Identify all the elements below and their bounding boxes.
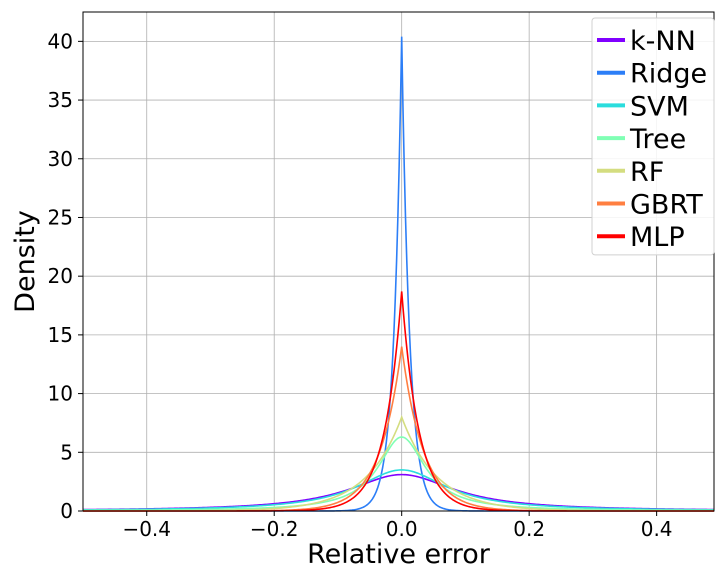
y-tick-label: 0 [60, 499, 73, 523]
legend-label-k-nn: k-NN [630, 26, 696, 57]
x-axis-label: Relative error [307, 539, 491, 570]
series-line-rf [83, 414, 714, 512]
series-line-k-nn [82, 473, 715, 511]
legend-label-svm: SVM [630, 91, 689, 122]
y-tick-label: 5 [60, 440, 73, 464]
series-line-tree [82, 436, 714, 512]
legend-box [591, 17, 715, 256]
y-tick-label: 10 [48, 382, 73, 406]
x-tick-label: 0.2 [513, 517, 545, 541]
legend-label-rf: RF [630, 157, 664, 188]
y-tick-label: 35 [48, 88, 73, 112]
series-line-mlp [83, 291, 714, 512]
legend-label-mlp: MLP [630, 222, 685, 253]
series-line-svm [82, 469, 715, 511]
x-tick-label: −0.4 [122, 517, 171, 541]
x-tick-label: 0.4 [641, 517, 673, 541]
x-tick-label: −0.2 [250, 517, 299, 541]
legend-label-tree: Tree [629, 124, 686, 155]
legend-label-gbrt: GBRT [630, 190, 703, 221]
x-tick-label: 0.0 [386, 517, 418, 541]
y-tick-label: 20 [48, 264, 73, 288]
x-axis-ticks: −0.4 −0.2 0.0 0.2 0.4 [122, 511, 673, 541]
y-axis-label: Density [10, 210, 41, 313]
plot-frame [82, 11, 715, 512]
y-axis-ticks: 0 5 10 15 20 25 30 35 40 [48, 29, 83, 523]
legend-label-ridge: Ridge [630, 59, 707, 90]
y-tick-label: 15 [48, 323, 73, 347]
y-tick-label: 25 [48, 205, 73, 229]
y-tick-label: 30 [48, 147, 73, 171]
series-line-gbrt [83, 346, 714, 512]
y-tick-label: 40 [48, 29, 73, 53]
